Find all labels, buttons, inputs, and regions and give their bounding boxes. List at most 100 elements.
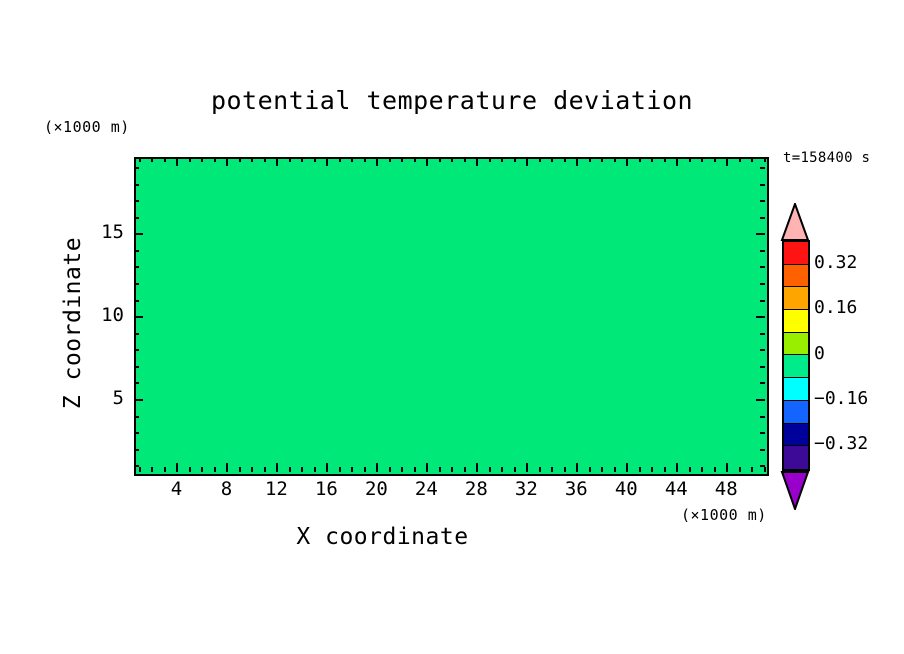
x-minor-tick xyxy=(401,467,403,472)
x-minor-tick xyxy=(689,157,691,162)
colorbar-band xyxy=(784,378,808,401)
contour-field xyxy=(136,159,767,474)
y-axis-unit-label: (×1000 m) xyxy=(44,118,130,136)
x-minor-tick xyxy=(351,157,353,162)
x-minor-tick xyxy=(414,467,416,472)
colorbar-tick-label: 0.32 xyxy=(814,251,858,273)
x-minor-tick xyxy=(501,467,503,472)
y-minor-tick xyxy=(760,217,765,219)
x-minor-tick xyxy=(189,467,191,472)
x-minor-tick xyxy=(489,467,491,472)
colorbar-band xyxy=(784,400,808,424)
x-minor-tick xyxy=(701,157,703,162)
x-axis-unit-label: (×1000 m) xyxy=(681,506,767,524)
x-minor-tick xyxy=(164,467,166,472)
x-major-tick xyxy=(326,157,328,166)
colorbar-tick-label: 0 xyxy=(814,342,825,364)
colorbar-band xyxy=(784,264,808,288)
x-minor-tick xyxy=(301,157,303,162)
y-minor-tick xyxy=(134,266,139,268)
y-major-tick xyxy=(134,399,143,401)
y-minor-tick xyxy=(134,465,139,467)
x-minor-tick xyxy=(239,157,241,162)
x-minor-tick xyxy=(439,157,441,162)
colorbar xyxy=(782,240,810,471)
x-minor-tick xyxy=(364,157,366,162)
x-minor-tick xyxy=(651,157,653,162)
x-tick-label: 40 xyxy=(614,478,638,500)
x-minor-tick xyxy=(239,467,241,472)
x-major-tick xyxy=(526,463,528,472)
colorbar-band xyxy=(784,446,808,469)
x-tick-label: 28 xyxy=(464,478,488,500)
y-minor-tick xyxy=(134,283,139,285)
x-minor-tick xyxy=(589,467,591,472)
x-minor-tick xyxy=(151,467,153,472)
x-tick-label: 20 xyxy=(364,478,388,500)
x-minor-tick xyxy=(739,157,741,162)
x-minor-tick xyxy=(651,467,653,472)
x-minor-tick xyxy=(301,467,303,472)
x-tick-label: 36 xyxy=(564,478,588,500)
x-minor-tick xyxy=(201,157,203,162)
y-minor-tick xyxy=(760,465,765,467)
x-minor-tick xyxy=(164,157,166,162)
x-major-tick xyxy=(376,463,378,472)
x-minor-tick xyxy=(564,467,566,472)
x-major-tick xyxy=(726,157,728,166)
y-axis-title: Z coordinate xyxy=(60,236,86,410)
y-minor-tick xyxy=(760,266,765,268)
y-major-tick xyxy=(756,316,765,318)
x-major-tick xyxy=(276,157,278,166)
x-minor-tick xyxy=(214,467,216,472)
y-minor-tick xyxy=(134,184,139,186)
y-minor-tick xyxy=(134,366,139,368)
x-minor-tick xyxy=(764,157,766,162)
x-major-tick xyxy=(576,157,578,166)
x-minor-tick xyxy=(664,467,666,472)
x-major-tick xyxy=(676,463,678,472)
y-minor-tick xyxy=(134,333,139,335)
x-minor-tick xyxy=(551,467,553,472)
x-minor-tick xyxy=(314,467,316,472)
contour-plot-area xyxy=(134,157,769,476)
y-major-tick xyxy=(134,316,143,318)
y-minor-tick xyxy=(760,366,765,368)
x-tick-label: 24 xyxy=(414,478,438,500)
x-minor-tick xyxy=(251,467,253,472)
x-major-tick xyxy=(376,157,378,166)
x-minor-tick xyxy=(414,157,416,162)
y-minor-tick xyxy=(760,416,765,418)
x-major-tick xyxy=(476,463,478,472)
x-major-tick xyxy=(326,463,328,472)
x-tick-label: 44 xyxy=(664,478,688,500)
y-major-tick xyxy=(134,233,143,235)
x-minor-tick xyxy=(639,157,641,162)
x-minor-tick xyxy=(601,157,603,162)
x-minor-tick xyxy=(401,157,403,162)
x-major-tick xyxy=(626,157,628,166)
x-minor-tick xyxy=(664,157,666,162)
y-minor-tick xyxy=(134,250,139,252)
x-minor-tick xyxy=(714,467,716,472)
x-major-tick xyxy=(426,157,428,166)
x-minor-tick xyxy=(614,157,616,162)
x-minor-tick xyxy=(589,157,591,162)
colorbar-band xyxy=(784,332,808,356)
x-major-tick xyxy=(576,463,578,472)
y-minor-tick xyxy=(134,167,139,169)
colorbar-band xyxy=(784,242,808,265)
x-minor-tick xyxy=(501,157,503,162)
x-minor-tick xyxy=(151,157,153,162)
x-tick-label: 32 xyxy=(514,478,538,500)
x-minor-tick xyxy=(601,467,603,472)
x-tick-label: 12 xyxy=(264,478,288,500)
y-major-tick xyxy=(756,233,765,235)
x-minor-tick xyxy=(389,467,391,472)
y-minor-tick xyxy=(760,250,765,252)
x-major-tick xyxy=(526,157,528,166)
x-minor-tick xyxy=(339,467,341,472)
page-title: potential temperature deviation xyxy=(210,86,694,115)
y-minor-tick xyxy=(760,283,765,285)
time-annotation: t=158400 s xyxy=(783,150,871,166)
